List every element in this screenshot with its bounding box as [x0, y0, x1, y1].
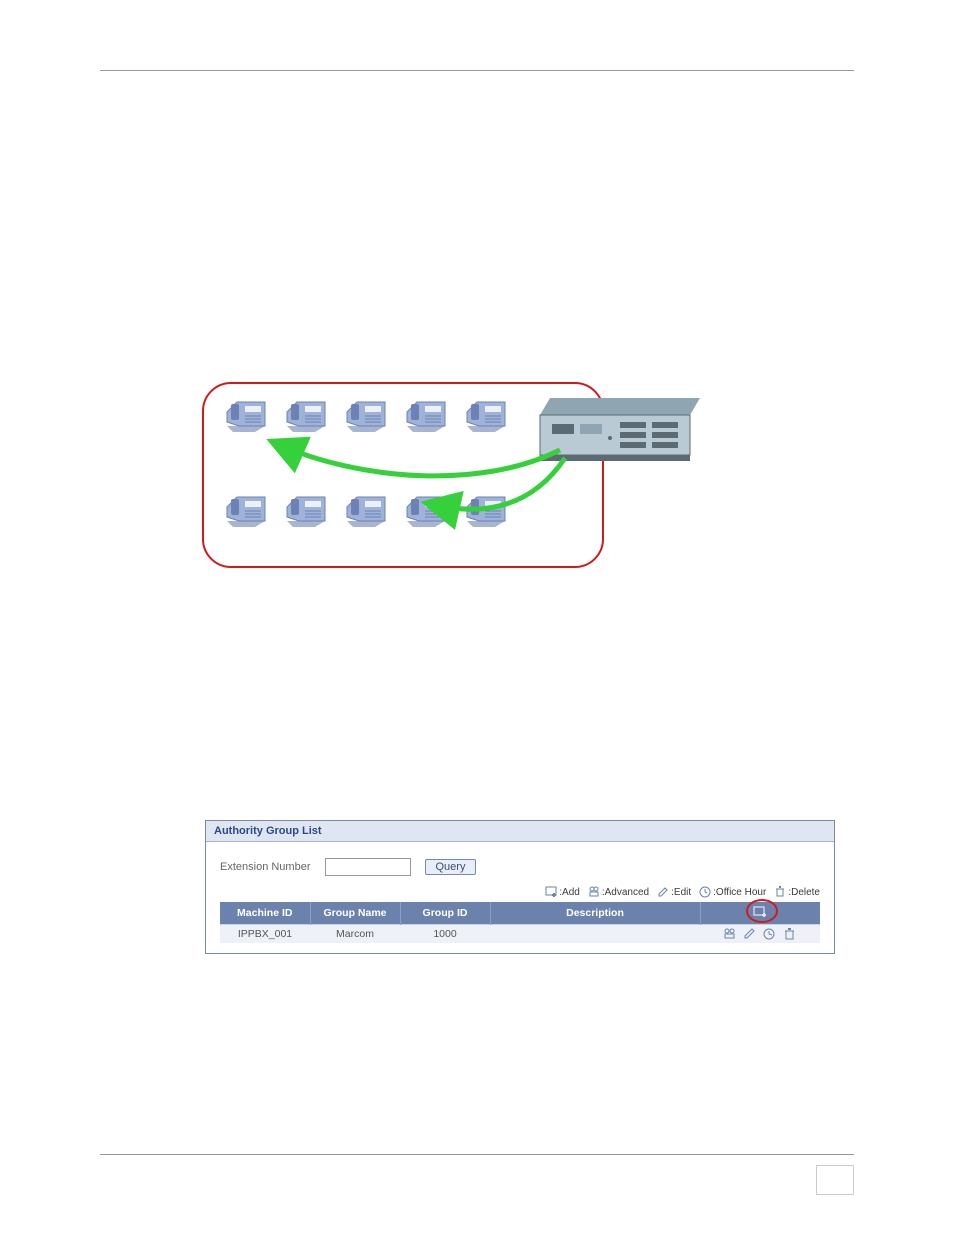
footer-rule: [100, 1154, 854, 1155]
legend-office-hour-text: :Office Hour: [713, 887, 766, 898]
page-number-box: [816, 1165, 854, 1195]
legend-delete: :Delete: [774, 886, 820, 898]
extension-number-label: Extension Number: [220, 861, 311, 873]
row-edit-icon[interactable]: [743, 928, 757, 940]
cell-group-id: 1000: [400, 925, 490, 944]
legend-advanced-text: :Advanced: [602, 887, 649, 898]
table-row: IPPBX_001 Marcom 1000: [220, 925, 820, 944]
legend-advanced: :Advanced: [588, 886, 649, 898]
col-actions: [700, 902, 820, 925]
cell-group-name: Marcom: [310, 925, 400, 944]
cell-description: [490, 925, 700, 944]
legend-row: :Add :Advanced :Edit :Office Hour :Delet…: [220, 884, 820, 902]
table-header-row: Machine ID Group Name Group ID Descripti…: [220, 902, 820, 925]
add-group-icon[interactable]: [752, 905, 768, 919]
col-machine-id: Machine ID: [220, 902, 310, 925]
legend-add-text: :Add: [559, 887, 580, 898]
legend-edit-text: :Edit: [671, 887, 691, 898]
col-description: Description: [490, 902, 700, 925]
col-group-name: Group Name: [310, 902, 400, 925]
cell-actions: [700, 925, 820, 944]
network-diagram: [200, 380, 710, 570]
legend-office-hour: :Office Hour: [699, 886, 766, 898]
authority-group-list-panel: Authority Group List Extension Number Qu…: [205, 820, 835, 954]
panel-title: Authority Group List: [206, 821, 834, 842]
header-rule: [100, 70, 854, 71]
row-advanced-icon[interactable]: [723, 928, 737, 940]
legend-edit: :Edit: [657, 886, 691, 898]
extension-number-input[interactable]: [325, 858, 411, 876]
query-button[interactable]: Query: [425, 859, 477, 875]
col-group-id: Group ID: [400, 902, 490, 925]
group-table: Machine ID Group Name Group ID Descripti…: [220, 902, 820, 943]
row-delete-icon[interactable]: [783, 928, 797, 940]
cell-machine-id: IPPBX_001: [220, 925, 310, 944]
row-office-hour-icon[interactable]: [763, 928, 777, 940]
legend-delete-text: :Delete: [788, 887, 820, 898]
query-row: Extension Number Query: [220, 858, 820, 876]
legend-add: :Add: [545, 886, 580, 898]
panel-body: Extension Number Query :Add :Advanced :E…: [206, 842, 834, 953]
